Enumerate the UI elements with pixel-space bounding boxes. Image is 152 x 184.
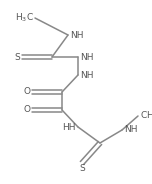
Text: O: O [23,105,30,114]
Text: S: S [14,52,20,61]
Text: NH: NH [124,125,138,135]
Text: NH: NH [80,52,93,61]
Text: S: S [79,164,85,173]
Text: HH: HH [62,123,76,132]
Text: O: O [23,88,30,96]
Text: H$_3$C: H$_3$C [15,12,34,24]
Text: NH: NH [80,70,93,79]
Text: CH$_3$: CH$_3$ [140,110,152,122]
Text: NH: NH [70,31,83,40]
